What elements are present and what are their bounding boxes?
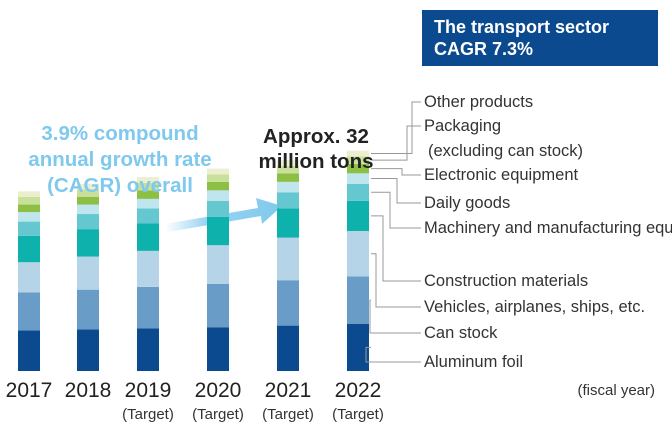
bar-segment [347, 231, 369, 277]
bar-segment [277, 192, 299, 209]
bar-segment [18, 196, 40, 205]
bar-segment [18, 212, 40, 222]
legend-leader-line [371, 178, 421, 204]
bar-segment [137, 198, 159, 209]
legend-leader-line [371, 191, 421, 229]
x-tick-sublabel: (Target) [192, 406, 244, 423]
total-line-1: Approx. 32 [263, 125, 369, 148]
legend-label: Other products [424, 93, 533, 111]
bar-segment [77, 196, 99, 205]
bar-segment [207, 245, 229, 284]
legend-label: Machinery and manufacturing equipment [424, 219, 672, 237]
bar-segment [18, 235, 40, 263]
bar-segment [137, 177, 159, 183]
legend-label: Packaging (excluding can stock) [424, 117, 583, 160]
x-tick-label: 2018 [65, 379, 112, 402]
bar-segment [137, 328, 159, 371]
bar-segment [137, 182, 159, 191]
bar-segment [77, 183, 99, 190]
bar-segment [277, 237, 299, 281]
bar-segment [18, 191, 40, 197]
cagr-line-1: 3.9% compound [41, 122, 199, 145]
bar-segment [347, 323, 369, 371]
bars-group [18, 150, 369, 371]
bar-segment [207, 190, 229, 201]
total-line-2: million tons [258, 150, 374, 173]
bar-segment [77, 204, 99, 215]
bar-segment [347, 156, 369, 164]
legend-label: Construction materials [424, 272, 588, 290]
legend-leader-line [371, 168, 421, 176]
legend-group: Other products Packaging (excluding can st… [424, 93, 672, 371]
bar-segment [207, 181, 229, 191]
bar-segment [347, 183, 369, 201]
bar-segment [18, 204, 40, 213]
bar-segment [137, 286, 159, 329]
bar-segment [277, 181, 299, 193]
x-tick-label: 2017 [6, 379, 53, 402]
bar-segment [277, 208, 299, 238]
x-tick-label: 2020 [195, 379, 242, 402]
legend-label: Vehicles, airplanes, ships, etc. [424, 298, 645, 316]
x-tick-label: 2021 [265, 379, 312, 402]
legend-label: Aluminum foil [424, 353, 523, 371]
legend-label: Can stock [424, 324, 498, 342]
bar-segment [277, 160, 299, 166]
cagr-line-2: annual growth rate [28, 148, 212, 171]
bar-segment [207, 216, 229, 246]
cagr-line-3: (CAGR) overall [47, 174, 193, 197]
bar-segment [137, 250, 159, 287]
bar-segment [347, 276, 369, 324]
legend-leader-line [371, 253, 421, 308]
bar-segment [277, 325, 299, 371]
bar-segment [77, 329, 99, 371]
leader-lines-group [365, 101, 421, 363]
x-tick-label: 2022 [335, 379, 382, 402]
bar-segment [18, 330, 40, 371]
badge-line-2: CAGR 7.3% [434, 39, 534, 59]
bar-segment [77, 229, 99, 257]
bar-segment [77, 256, 99, 290]
legend-leader-line [365, 346, 421, 363]
x-tick-sublabel: (Target) [332, 406, 384, 423]
bar-segment [347, 150, 369, 157]
bar-segment [277, 165, 299, 174]
bar-segment [207, 283, 229, 328]
bar-segment [277, 280, 299, 326]
bar-segment [137, 223, 159, 251]
total-volume-text: Approx. 32 million tons [246, 124, 386, 174]
x-tick-label: 2019 [125, 379, 172, 402]
overall-cagr-text: 3.9% compound annual growth rate (CAGR) … [20, 121, 220, 199]
x-tick-sublabel: (Target) [122, 406, 174, 423]
bar-segment [77, 214, 99, 230]
legend-leader-line [371, 125, 421, 161]
bar-segment [347, 173, 369, 184]
bar-segment [77, 189, 99, 197]
bar-segment [137, 190, 159, 199]
x-axis-group: 2017 2018 2019 (Target) 2020 (Target) 2021 (Tar… [6, 379, 384, 423]
transport-cagr-badge: The transport sector CAGR 7.3% [422, 10, 658, 66]
bar-segment [18, 221, 40, 236]
bar-segment [207, 327, 229, 371]
bar-segment [347, 163, 369, 174]
bar-segment [207, 168, 229, 175]
bar-segment [347, 200, 369, 232]
badge-line-1: The transport sector [434, 17, 610, 37]
legend-leader-line [369, 299, 421, 334]
bar-segment [207, 174, 229, 182]
bar-segment [207, 200, 229, 217]
bar-segment [77, 289, 99, 330]
legend-leader-line [371, 215, 421, 282]
bar-segment [277, 173, 299, 182]
bar-segment [18, 292, 40, 331]
bar-segment [137, 208, 159, 224]
legend-label: Daily goods [424, 194, 510, 212]
bar-segment [18, 262, 40, 293]
legend-leader-line [371, 101, 421, 154]
legend-label: Electronic equipment [424, 166, 578, 184]
x-tick-sublabel: (Target) [262, 406, 314, 423]
unit-note: (fiscal year) [577, 382, 655, 399]
